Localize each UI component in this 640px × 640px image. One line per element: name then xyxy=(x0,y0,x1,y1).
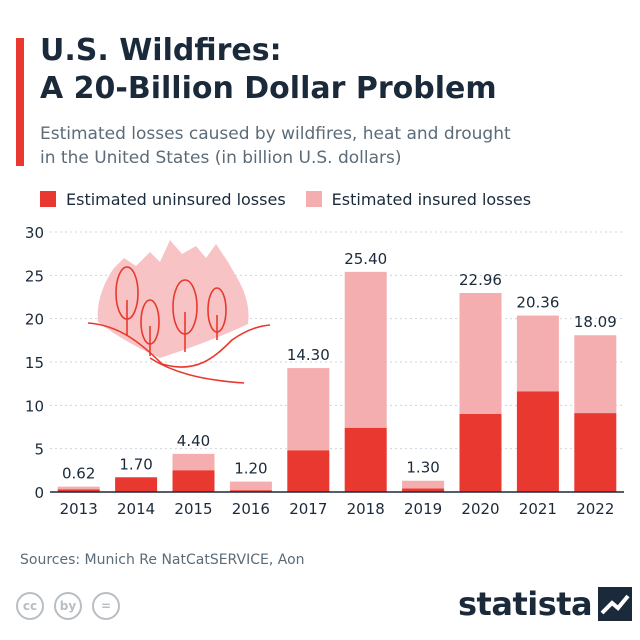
bar-uninsured-2014 xyxy=(115,477,158,492)
subtitle-line-2: in the United States (in billion U.S. do… xyxy=(40,148,402,168)
x-tick-label-2021: 2021 xyxy=(519,500,557,518)
x-tick-label-2015: 2015 xyxy=(174,500,212,518)
bar-insured-2018 xyxy=(344,271,387,428)
y-tick-label: 30 xyxy=(25,224,44,242)
x-tick-label-2020: 2020 xyxy=(461,500,499,518)
y-tick-label: 15 xyxy=(25,354,44,372)
creative-commons-icon[interactable]: cc xyxy=(16,592,44,620)
legend: Estimated uninsured losses Estimated ins… xyxy=(40,188,551,210)
chart-title: U.S. Wildfires: A 20-Billion Dollar Prob… xyxy=(40,32,630,108)
bar-uninsured-2015 xyxy=(172,470,215,492)
total-label-2015: 4.40 xyxy=(177,432,210,450)
total-label-2013: 0.62 xyxy=(62,465,95,483)
title-line-1: U.S. Wildfires: xyxy=(40,33,282,68)
title-line-2: A 20-Billion Dollar Problem xyxy=(40,71,497,106)
total-label-2020: 22.96 xyxy=(459,271,502,289)
source-note: Sources: Munich Re NatCatSERVICE, Aon xyxy=(20,552,305,568)
bar-uninsured-2022 xyxy=(574,413,617,492)
statista-mark-icon xyxy=(598,587,633,621)
license-icons: cc by = xyxy=(16,592,130,620)
bar-uninsured-2021 xyxy=(516,391,559,492)
x-tick-label-2014: 2014 xyxy=(117,500,155,518)
x-tick-label-2017: 2017 xyxy=(289,500,327,518)
bar-uninsured-2017 xyxy=(287,450,330,492)
legend-swatch-uninsured xyxy=(40,191,56,207)
chart-subtitle: Estimated losses caused by wildfires, he… xyxy=(40,122,630,170)
x-tick-label-2016: 2016 xyxy=(232,500,270,518)
x-tick-label-2013: 2013 xyxy=(60,500,98,518)
legend-swatch-insured xyxy=(305,191,322,207)
bar-uninsured-2016 xyxy=(229,490,272,492)
attribution-icon[interactable]: by xyxy=(54,592,82,620)
total-label-2022: 18.09 xyxy=(574,313,617,331)
x-tick-label-2022: 2022 xyxy=(576,500,614,518)
total-label-2019: 1.30 xyxy=(406,459,439,477)
bar-insured-2017 xyxy=(287,368,330,451)
statista-logo[interactable]: statista xyxy=(458,584,633,624)
wildfire-illustration-icon xyxy=(87,240,271,384)
total-label-2018: 25.40 xyxy=(344,250,387,268)
y-tick-label: 10 xyxy=(25,397,44,415)
subtitle-line-1: Estimated losses caused by wildfires, he… xyxy=(40,124,511,144)
bar-insured-2015 xyxy=(172,453,215,471)
total-label-2021: 20.36 xyxy=(516,294,559,312)
bar-uninsured-2020 xyxy=(459,414,502,492)
y-tick-label: 0 xyxy=(34,484,44,502)
bar-insured-2020 xyxy=(459,293,502,414)
bar-uninsured-2018 xyxy=(344,427,387,492)
legend-item-uninsured: Estimated uninsured losses xyxy=(40,190,286,209)
bar-insured-2021 xyxy=(516,315,559,392)
total-label-2017: 14.30 xyxy=(287,346,330,364)
y-tick-label: 25 xyxy=(25,267,44,285)
bar-uninsured-2013 xyxy=(57,489,100,492)
total-label-2016: 1.20 xyxy=(234,460,267,478)
legend-label-uninsured: Estimated uninsured losses xyxy=(66,189,286,209)
bar-insured-2019 xyxy=(402,480,445,489)
bar-insured-2022 xyxy=(574,335,617,414)
bar-chart: 0 5 10 15 20 25 30 0.62 2013 1.70 2014 4.40 2015 1.20… xyxy=(25,224,624,518)
bar-insured-2016 xyxy=(229,481,272,491)
total-label-2014: 1.70 xyxy=(119,455,152,473)
x-tick-label-2018: 2018 xyxy=(347,500,385,518)
bar-uninsured-2019 xyxy=(402,488,445,492)
accent-bar xyxy=(16,38,24,166)
bar-insured-2013 xyxy=(57,486,100,490)
brand-name: statista xyxy=(458,585,593,623)
no-derivatives-icon[interactable]: = xyxy=(92,592,120,620)
y-tick-label: 20 xyxy=(25,311,44,329)
y-tick-label: 5 xyxy=(34,441,44,459)
legend-item-insured: Estimated insured losses xyxy=(305,189,532,209)
x-tick-label-2019: 2019 xyxy=(404,500,442,518)
legend-label-insured: Estimated insured losses xyxy=(331,189,532,209)
